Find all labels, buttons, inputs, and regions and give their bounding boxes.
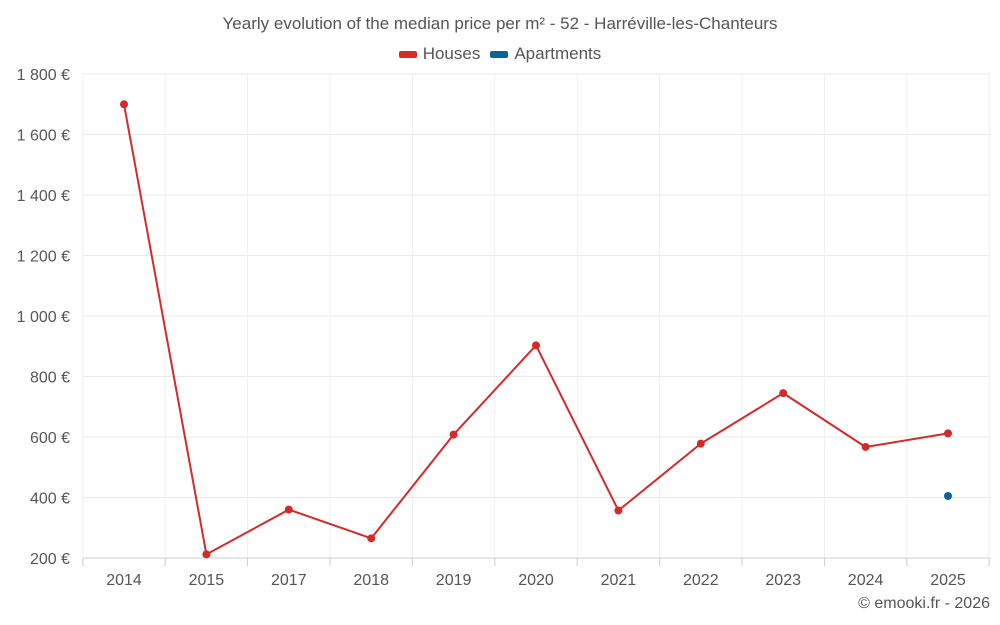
data-point-houses[interactable] [779, 389, 788, 398]
x-tick-label: 2017 [271, 572, 307, 589]
legend-swatch-houses [398, 50, 417, 58]
x-tick-label: 2014 [106, 572, 142, 589]
data-point-houses[interactable] [861, 442, 870, 451]
x-tick-label: 2024 [848, 572, 884, 589]
data-point-houses[interactable] [120, 100, 128, 109]
data-point-houses[interactable] [202, 550, 211, 559]
x-tick-label: 2023 [765, 572, 801, 589]
data-point-apartments[interactable] [944, 491, 952, 500]
legend-label-apartments: Apartments [514, 44, 602, 63]
y-tick-label: 600 € [30, 430, 70, 447]
data-point-houses[interactable] [944, 429, 952, 438]
credit: © emooki.fr - 2026 [858, 595, 990, 612]
x-tick-label: 2015 [189, 572, 225, 589]
data-point-houses[interactable] [614, 506, 623, 515]
data-point-houses[interactable] [367, 534, 376, 543]
y-tick-label: 1 800 € [17, 67, 70, 84]
x-tick-label: 2018 [353, 572, 389, 589]
legend-label-houses: Houses [422, 44, 481, 63]
x-tick-label: 2020 [518, 572, 554, 589]
x-tick-label: 2022 [683, 572, 719, 589]
y-tick-label: 1 600 € [17, 128, 70, 145]
y-tick-label: 200 € [30, 551, 70, 568]
y-tick-label: 1 000 € [17, 309, 70, 326]
y-tick-label: 400 € [30, 491, 70, 508]
x-tick-label: 2019 [436, 572, 472, 589]
data-point-houses[interactable] [449, 430, 458, 439]
y-tick-label: 800 € [30, 370, 70, 387]
legend-item-houses[interactable]: Houses [398, 44, 481, 64]
x-tick-label: 2021 [601, 572, 637, 589]
data-point-houses[interactable] [532, 341, 540, 350]
legend-item-apartments[interactable]: Apartments [490, 44, 601, 64]
data-point-houses[interactable] [696, 439, 705, 448]
y-tick-label: 1 200 € [17, 249, 70, 266]
x-tick-label: 2025 [930, 572, 966, 589]
legend-swatch-apartments [490, 50, 509, 58]
data-point-houses[interactable] [284, 505, 293, 514]
chart-title: Yearly evolution of the median price per… [222, 14, 778, 33]
legend: Houses Apartments [0, 44, 1000, 64]
y-tick-label: 1 400 € [17, 188, 70, 205]
